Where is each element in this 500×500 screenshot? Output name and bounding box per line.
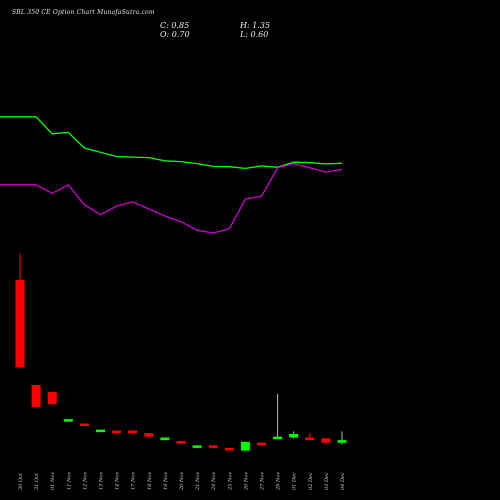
candle-body xyxy=(79,423,89,426)
low-readout: L: 0.60 xyxy=(240,30,269,39)
x-tick-label: 19 Nov xyxy=(163,472,169,490)
x-tick-label: 12 Nov xyxy=(82,472,88,490)
x-tick-label: 18 Nov xyxy=(147,472,153,490)
candle-body xyxy=(289,434,299,438)
chart-title: SBL 350 CE Option Chart MunafaSutra.com xyxy=(12,9,155,16)
x-tick-label: 02 Dec xyxy=(308,472,314,490)
candle-body xyxy=(15,280,25,368)
close-readout: C: 0.85 xyxy=(160,21,190,30)
high-readout: H: 1.35 xyxy=(240,21,271,30)
candle-body xyxy=(176,441,186,444)
x-tick-label: 30 Oct xyxy=(18,472,24,490)
candle-body xyxy=(31,385,41,407)
candle-body xyxy=(208,445,218,448)
candle-body xyxy=(273,436,283,440)
candle-body xyxy=(224,448,234,451)
candle-body xyxy=(160,437,170,441)
candle-body xyxy=(96,429,105,433)
candle-body xyxy=(321,438,331,443)
x-tick-label: 14 Nov xyxy=(115,472,121,490)
candle-body xyxy=(63,419,73,422)
candle-body xyxy=(47,392,57,405)
x-tick-label: 26 Nov xyxy=(243,472,249,491)
open-readout: O: 0.70 xyxy=(160,30,190,39)
x-tick-label: 21 Nov xyxy=(195,472,201,491)
x-tick-label: 24 Nov xyxy=(211,472,217,491)
x-tick-label: 20 Nov xyxy=(179,472,185,491)
candle-body xyxy=(112,430,122,433)
x-tick-label: 01 Nov xyxy=(50,472,56,490)
candle-body xyxy=(257,442,266,446)
candle-body xyxy=(240,441,250,451)
indicator-line-magenta xyxy=(0,162,343,234)
x-tick-label: 17 Nov xyxy=(131,472,137,490)
candle-body xyxy=(144,433,154,437)
indicator-line-green xyxy=(0,116,343,170)
x-tick-label: 03 Dec xyxy=(324,472,330,490)
candle-body xyxy=(128,430,138,434)
candle-body xyxy=(305,437,315,441)
x-tick-label: 25 Nov xyxy=(227,472,233,491)
x-tick-label: 28 Nov xyxy=(276,472,282,491)
x-tick-label: 31 Oct xyxy=(34,472,40,490)
x-tick-label: 04 Dec xyxy=(340,472,346,490)
x-tick-label: 01 Dec xyxy=(292,472,298,490)
x-tick-label: 27 Nov xyxy=(260,472,266,491)
x-tick-label: 13 Nov xyxy=(99,472,105,490)
x-tick-label: 11 Nov xyxy=(66,472,72,490)
candle-body xyxy=(192,445,202,448)
candle-body xyxy=(337,440,347,443)
